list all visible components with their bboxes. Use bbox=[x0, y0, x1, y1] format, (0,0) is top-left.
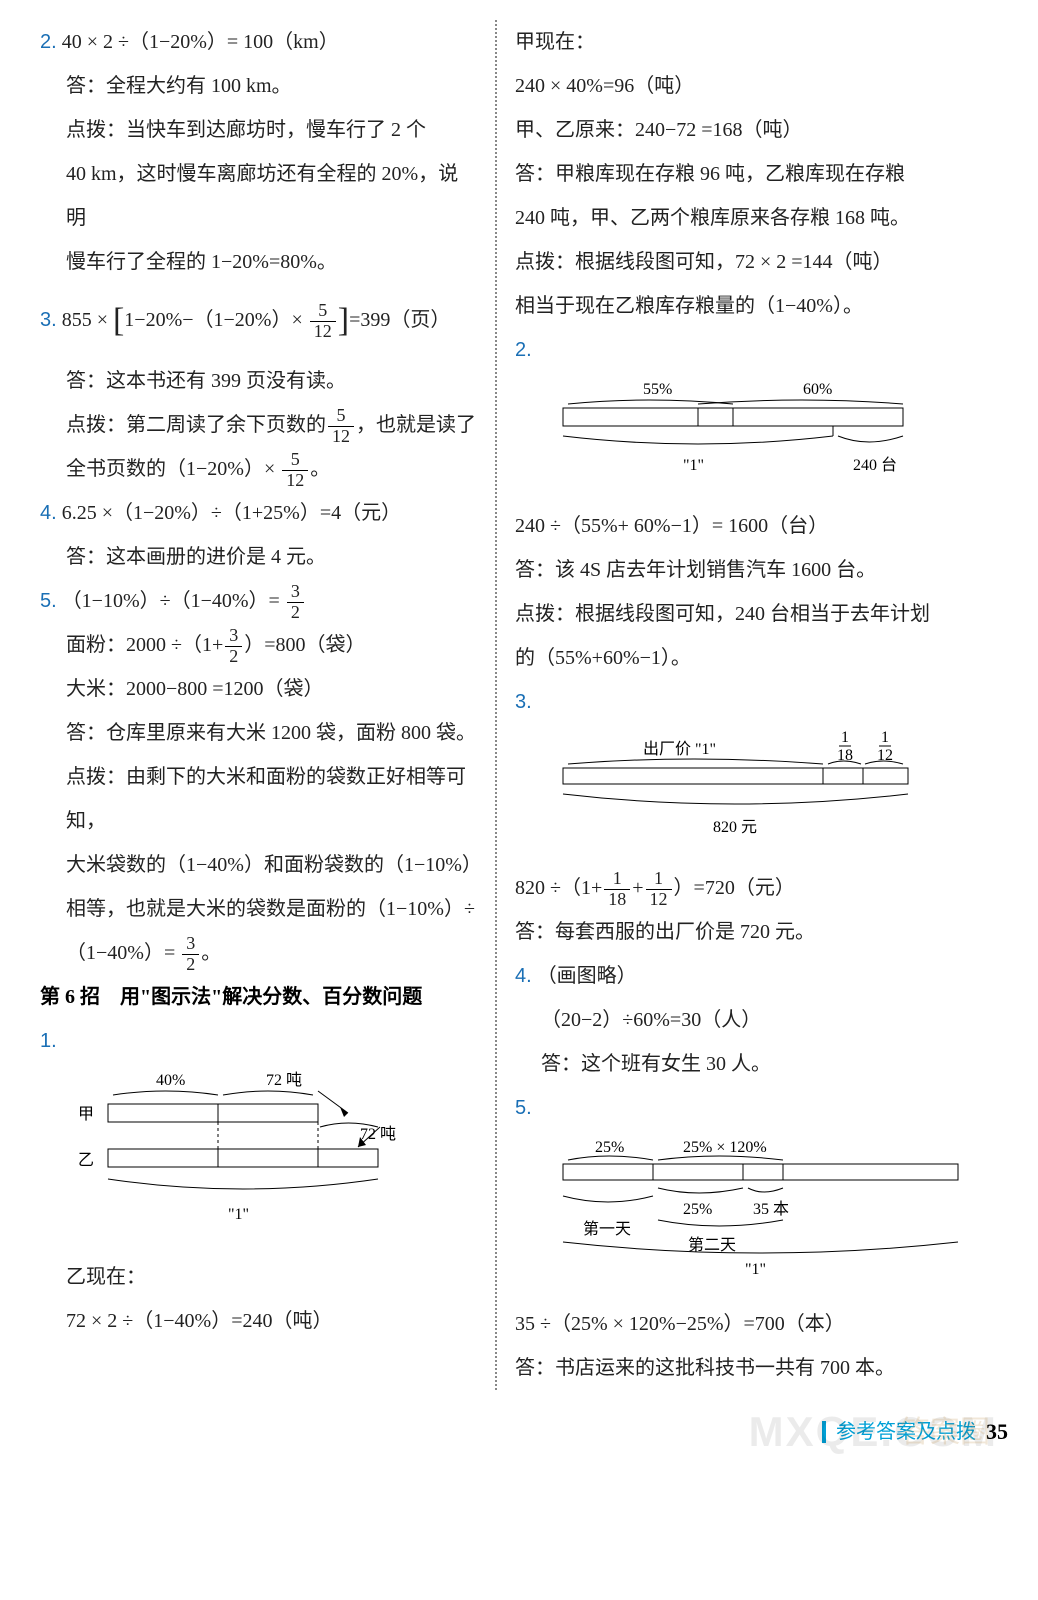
rc-ans2: 240 吨，甲、乙两个粮库原来各存粮 168 吨。 bbox=[515, 196, 1002, 240]
rq3-num: 3. bbox=[515, 680, 1002, 724]
q3-inside: 1−20%−（1−20%）× bbox=[124, 309, 302, 331]
left-column: 2. 40 × 2 ÷（1−20%）= 100（km） 答：全程大约有 100 … bbox=[40, 20, 495, 1390]
content-columns: 2. 40 × 2 ÷（1−20%）= 100（km） 答：全程大约有 100 … bbox=[40, 20, 1008, 1390]
q2-ans: 答：全程大约有 100 km。 bbox=[40, 64, 477, 108]
q5-ans: 答：仓库里原来有大米 1200 袋，面粉 800 袋。 bbox=[40, 711, 477, 755]
rc-tip2: 相当于现在乙粮库存粮量的（1−40%）。 bbox=[515, 284, 1002, 328]
svg-text:出厂价 "1": 出厂价 "1" bbox=[643, 740, 716, 758]
q3-tip2: 全书页数的（1−20%）× 512。 bbox=[40, 447, 477, 491]
q3-frac: 512 bbox=[310, 301, 336, 342]
diagram-3: 出厂价 "1" 118 112 820 元 bbox=[523, 730, 1002, 856]
svg-text:40%: 40% bbox=[156, 1072, 185, 1089]
q3-line: 3. 855 × [1−20%−（1−20%）× 512]=399（页） bbox=[40, 284, 477, 359]
q5-num: 5. bbox=[40, 590, 57, 612]
svg-text:第一天: 第一天 bbox=[583, 1220, 631, 1238]
svg-text:25% × 120%: 25% × 120% bbox=[683, 1139, 767, 1156]
q3-num: 3. bbox=[40, 309, 57, 331]
svg-text:240 台: 240 台 bbox=[853, 456, 897, 474]
footer-bar bbox=[822, 1421, 826, 1443]
rq2-num: 2. bbox=[515, 328, 1002, 372]
q2-tip1: 点拨：当快车到达廊坊时，慢车行了 2 个 bbox=[40, 108, 477, 152]
section-heading: 第 6 招 用"图示法"解决分数、百分数问题 bbox=[40, 975, 477, 1019]
rq2-ans: 答：该 4S 店去年计划销售汽车 1600 台。 bbox=[515, 548, 1002, 592]
svg-text:25%: 25% bbox=[595, 1139, 624, 1156]
diagram-5: 25% 25% × 120% 25% 35 本 第一天 第二天 "1" bbox=[523, 1136, 1002, 1292]
svg-text:55%: 55% bbox=[643, 381, 672, 398]
rq5-ans: 答：书店运来的这批科技书一共有 700 本。 bbox=[515, 1346, 1002, 1390]
rc-l3: 甲、乙原来：240−72 =168（吨） bbox=[515, 108, 1002, 152]
diagram-3-svg: 出厂价 "1" 118 112 820 元 bbox=[523, 730, 963, 840]
d1-l1: 乙现在： bbox=[40, 1255, 477, 1299]
rc-ans1: 答：甲粮库现在存粮 96 吨，乙粮库现在存粮 bbox=[515, 152, 1002, 196]
svg-text:"1": "1" bbox=[228, 1206, 249, 1223]
q2-tip2: 40 km，这时慢车离廊坊还有全程的 20%，说明 bbox=[40, 152, 477, 240]
q4-num: 4. bbox=[40, 502, 57, 524]
q4-line: 4. 6.25 ×（1−20%）÷（1+25%）=4（元） bbox=[40, 491, 477, 535]
rq2-eq: 240 ÷（55%+ 60%−1）= 1600（台） bbox=[515, 504, 1002, 548]
diagram-1: 40% 72 吨 甲 72 吨 乙 "1" bbox=[48, 1069, 477, 1245]
diagram-5-svg: 25% 25% × 120% 25% 35 本 第一天 第二天 "1" bbox=[523, 1136, 983, 1276]
rq2-tip2: 的（55%+60%−1）。 bbox=[515, 636, 1002, 680]
footer-text: 参考答案及点拨 bbox=[836, 1410, 976, 1454]
footer-page-num: 35 bbox=[986, 1408, 1008, 1456]
page-footer: 参考答案及点拨 35 bbox=[40, 1408, 1008, 1456]
q5-tip4: （1−40%）= 32。 bbox=[40, 931, 477, 975]
q5-l2: 面粉：2000 ÷（1+32）=800（袋） bbox=[40, 623, 477, 667]
d1-l2: 72 × 2 ÷（1−40%）=240（吨） bbox=[40, 1299, 477, 1343]
q2-eq: 40 × 2 ÷（1−20%）= 100（km） bbox=[62, 31, 339, 53]
q4-eq: 6.25 ×（1−20%）÷（1+25%）=4（元） bbox=[62, 502, 401, 524]
d1-num: 1. bbox=[40, 1019, 477, 1063]
rc-tip1: 点拨：根据线段图可知，72 × 2 =144（吨） bbox=[515, 240, 1002, 284]
svg-text:1: 1 bbox=[841, 730, 849, 746]
svg-text:35 本: 35 本 bbox=[753, 1200, 789, 1218]
rq3-ans: 答：每套西服的出厂价是 720 元。 bbox=[515, 910, 1002, 954]
rq4-line: 4. （画图略） bbox=[515, 954, 1002, 998]
right-column: 甲现在： 240 × 40%=96（吨） 甲、乙原来：240−72 =168（吨… bbox=[497, 20, 1002, 1390]
diagram-2-svg: 55% 60% "1" 240 台 bbox=[523, 378, 943, 478]
rc-l2: 240 × 40%=96（吨） bbox=[515, 64, 1002, 108]
rq4-l2: （20−2）÷60%=30（人） bbox=[515, 998, 1002, 1042]
q5-tip1: 点拨：由剩下的大米和面粉的袋数正好相等可知， bbox=[40, 755, 477, 843]
diagram-2: 55% 60% "1" 240 台 bbox=[523, 378, 1002, 494]
diagram-1-svg: 40% 72 吨 甲 72 吨 乙 "1" bbox=[48, 1069, 408, 1229]
svg-text:72 吨: 72 吨 bbox=[266, 1071, 302, 1089]
svg-text:"1": "1" bbox=[683, 457, 704, 474]
q3-post: =399（页） bbox=[349, 309, 450, 331]
q4-ans: 答：这本画册的进价是 4 元。 bbox=[40, 535, 477, 579]
q2-num: 2. bbox=[40, 31, 57, 53]
svg-text:甲: 甲 bbox=[78, 1106, 94, 1123]
rc-l1: 甲现在： bbox=[515, 20, 1002, 64]
q5-tip2: 大米袋数的（1−40%）和面粉袋数的（1−10%） bbox=[40, 843, 477, 887]
svg-text:60%: 60% bbox=[803, 381, 832, 398]
q5-l3: 大米：2000−800 =1200（袋） bbox=[40, 667, 477, 711]
rq5-num: 5. bbox=[515, 1086, 1002, 1130]
rq2-tip1: 点拨：根据线段图可知，240 台相当于去年计划 bbox=[515, 592, 1002, 636]
q5-line: 5. （1−10%）÷（1−40%）= 32 bbox=[40, 579, 477, 623]
svg-text:1: 1 bbox=[881, 730, 889, 746]
svg-text:820 元: 820 元 bbox=[713, 819, 757, 836]
q3-ans: 答：这本书还有 399 页没有读。 bbox=[40, 359, 477, 403]
q5-eq-pre: （1−10%）÷（1−40%）= bbox=[62, 590, 280, 612]
rq5-eq: 35 ÷（25% × 120%−25%）=700（本） bbox=[515, 1302, 1002, 1346]
svg-text:第二天: 第二天 bbox=[688, 1236, 736, 1254]
svg-text:乙: 乙 bbox=[78, 1152, 94, 1169]
q5-tip3: 相等，也就是大米的袋数是面粉的（1−10%）÷ bbox=[40, 887, 477, 931]
svg-text:25%: 25% bbox=[683, 1201, 712, 1218]
rq3-eq: 820 ÷（1+118+112）=720（元） bbox=[515, 866, 1002, 910]
rq4-ans: 答：这个班有女生 30 人。 bbox=[515, 1042, 1002, 1086]
svg-text:"1": "1" bbox=[745, 1261, 766, 1276]
q3-pre: 855 × bbox=[62, 309, 108, 331]
q2-line: 2. 40 × 2 ÷（1−20%）= 100（km） bbox=[40, 20, 477, 64]
q2-tip3: 慢车行了全程的 1−20%=80%。 bbox=[40, 240, 477, 284]
q3-tip1: 点拨：第二周读了余下页数的512，也就是读了 bbox=[40, 403, 477, 447]
